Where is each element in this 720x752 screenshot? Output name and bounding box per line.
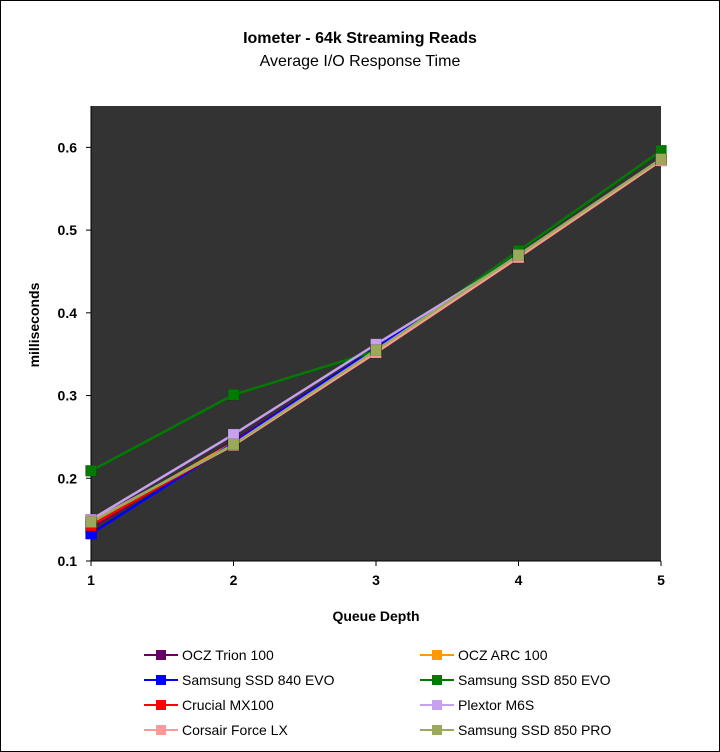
- x-axis-label: Queue Depth: [332, 608, 420, 624]
- series-layer: [85, 144, 667, 540]
- data-point: [370, 344, 382, 356]
- data-point: [512, 249, 525, 261]
- x-tick-label: 2: [230, 572, 238, 588]
- y-tick-label: 0.5: [58, 222, 78, 238]
- axes: 0.1 0.2 0.3 0.4 0.5 0.6 1 2 3 4 5: [58, 106, 665, 588]
- data-point: [85, 465, 97, 477]
- x-tick-label: 4: [515, 572, 523, 588]
- x-tick-label: 5: [657, 572, 665, 588]
- chart-title: Iometer - 64k Streaming Reads: [243, 30, 477, 47]
- y-tick-label: 0.6: [58, 139, 78, 155]
- data-point: [227, 428, 240, 441]
- y-tick-label: 0.1: [58, 553, 78, 569]
- data-point: [655, 153, 667, 165]
- x-tick-label: 3: [372, 572, 380, 588]
- y-tick-label: 0.3: [58, 388, 78, 404]
- chart-subtitle: Average I/O Response Time: [259, 53, 461, 70]
- x-tick-label: 1: [87, 572, 95, 588]
- data-point: [227, 388, 240, 401]
- data-point: [227, 438, 240, 451]
- y-tick-label: 0.2: [58, 470, 78, 486]
- y-tick-label: 0.4: [58, 305, 78, 321]
- y-axis-label: milliseconds: [26, 282, 42, 368]
- data-point: [85, 516, 97, 528]
- plot-area: [91, 106, 661, 561]
